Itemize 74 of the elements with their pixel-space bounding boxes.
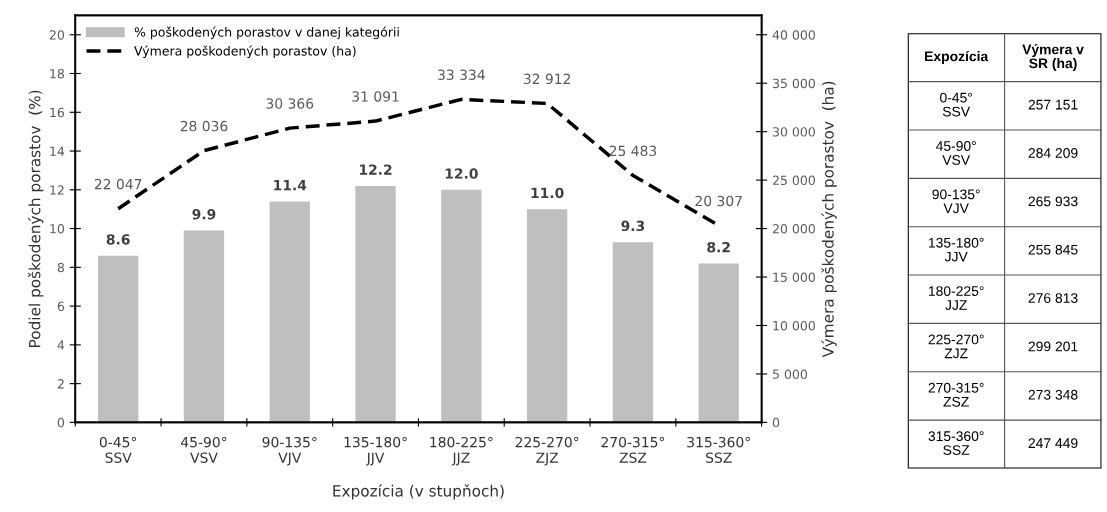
- y2-tick-label: 15 000: [773, 272, 815, 282]
- text: Výmera v SR (ha): [1022, 43, 1084, 71]
- data-label: 25 483: [609, 145, 657, 157]
- data-label: 11.4: [274, 180, 307, 191]
- x-tick-label: 225-270° ZJZ: [515, 436, 579, 466]
- category-label: 0-45° SSV: [940, 92, 973, 117]
- y-tick-label: 8: [57, 262, 64, 273]
- y-tick-label: 16: [50, 107, 65, 118]
- data-label: 9.9: [192, 208, 216, 220]
- data-label: 12.0: [445, 168, 478, 179]
- text: 247 449: [1028, 438, 1078, 449]
- category-label: 270-315° ZSZ: [928, 382, 984, 407]
- y2-tick-label: 35 000: [772, 78, 815, 89]
- y-tick-label: 0: [57, 417, 65, 428]
- data-label: 30 366: [266, 98, 314, 109]
- data-label: 28 036: [180, 120, 228, 132]
- y2-tick-label: 30 000: [772, 127, 815, 137]
- data-label: 33 334: [438, 69, 485, 80]
- x-tick-label: 180-225° JJZ: [430, 436, 493, 466]
- y-tick-label: 6: [57, 301, 65, 312]
- y2-axis-title: Výmera poškodených porastov (ha): [821, 81, 837, 358]
- category-label: 90-135° VJV: [932, 189, 980, 214]
- text: 276 813: [1028, 293, 1078, 303]
- y-tick-label: 10: [50, 224, 65, 234]
- data-label: 12.2: [359, 164, 392, 175]
- x-tick-label: 270-315° ZSZ: [601, 436, 665, 463]
- y2-tick-label: 20 000: [772, 224, 815, 234]
- data-label: 11.0: [531, 187, 564, 199]
- y2-tick-label: 10 000: [773, 320, 815, 331]
- y-tick-label: 4: [57, 340, 65, 350]
- y-tick-label: 2: [57, 379, 64, 389]
- x-tick-label: 45-90° VSV: [180, 436, 227, 463]
- text: 255 845: [1028, 244, 1078, 255]
- category-label: 45-90° VSV: [935, 141, 976, 165]
- data-label: 8.6: [106, 234, 130, 245]
- legend-label: % poškodených porastov v danej kategórii: [134, 26, 399, 40]
- category-label: 225-270° ZJZ: [928, 334, 984, 359]
- y-tick-label: 20: [49, 30, 65, 40]
- bar: [183, 230, 225, 423]
- data-label: 31 091: [352, 91, 399, 102]
- x-tick-label: 0-45° SSV: [99, 436, 137, 463]
- bar: [526, 209, 568, 423]
- data-label: 9.3: [621, 220, 645, 232]
- text: 273 348: [1028, 389, 1078, 400]
- y-tick-label: 12: [50, 185, 64, 195]
- bar: [269, 201, 310, 423]
- y-tick-label: 18: [50, 68, 64, 79]
- text: Expozícia: [925, 50, 989, 64]
- text: 299 201: [1028, 341, 1078, 352]
- text: 284 209: [1028, 148, 1078, 158]
- text: 257 151: [1028, 99, 1078, 110]
- x-tick-label: 135-180° JJV: [344, 436, 407, 466]
- x-tick-label: 90-135° VJV: [262, 436, 317, 466]
- data-label: 8.2: [707, 241, 730, 253]
- y2-tick-label: 40 000: [772, 30, 815, 40]
- bar: [441, 189, 482, 423]
- data-label: 32 912: [523, 73, 571, 85]
- y2-tick-label: 5 000: [773, 369, 807, 379]
- bar: [98, 255, 139, 423]
- bar: [698, 263, 739, 423]
- text: 265 933: [1028, 196, 1078, 207]
- y-tick-label: 14: [50, 146, 65, 156]
- bar: [355, 185, 396, 423]
- data-label: 20 307: [695, 195, 742, 207]
- legend-label: Výmera poškodených porastov (ha): [134, 45, 356, 59]
- bar: [612, 242, 654, 423]
- y-axis-title: Podiel poškodených porastov (%): [28, 90, 44, 347]
- data-label: 22 047: [94, 178, 142, 190]
- x-tick-label: 315-360° SSZ: [687, 436, 750, 463]
- y2-tick-label: 0: [772, 417, 780, 428]
- category-label: 135-180° JJV: [928, 237, 984, 262]
- y2-tick-label: 25 000: [772, 175, 815, 186]
- category-label: 180-225° JJZ: [928, 286, 984, 310]
- x-axis-title: Expozícia (v stupňoch): [333, 484, 504, 500]
